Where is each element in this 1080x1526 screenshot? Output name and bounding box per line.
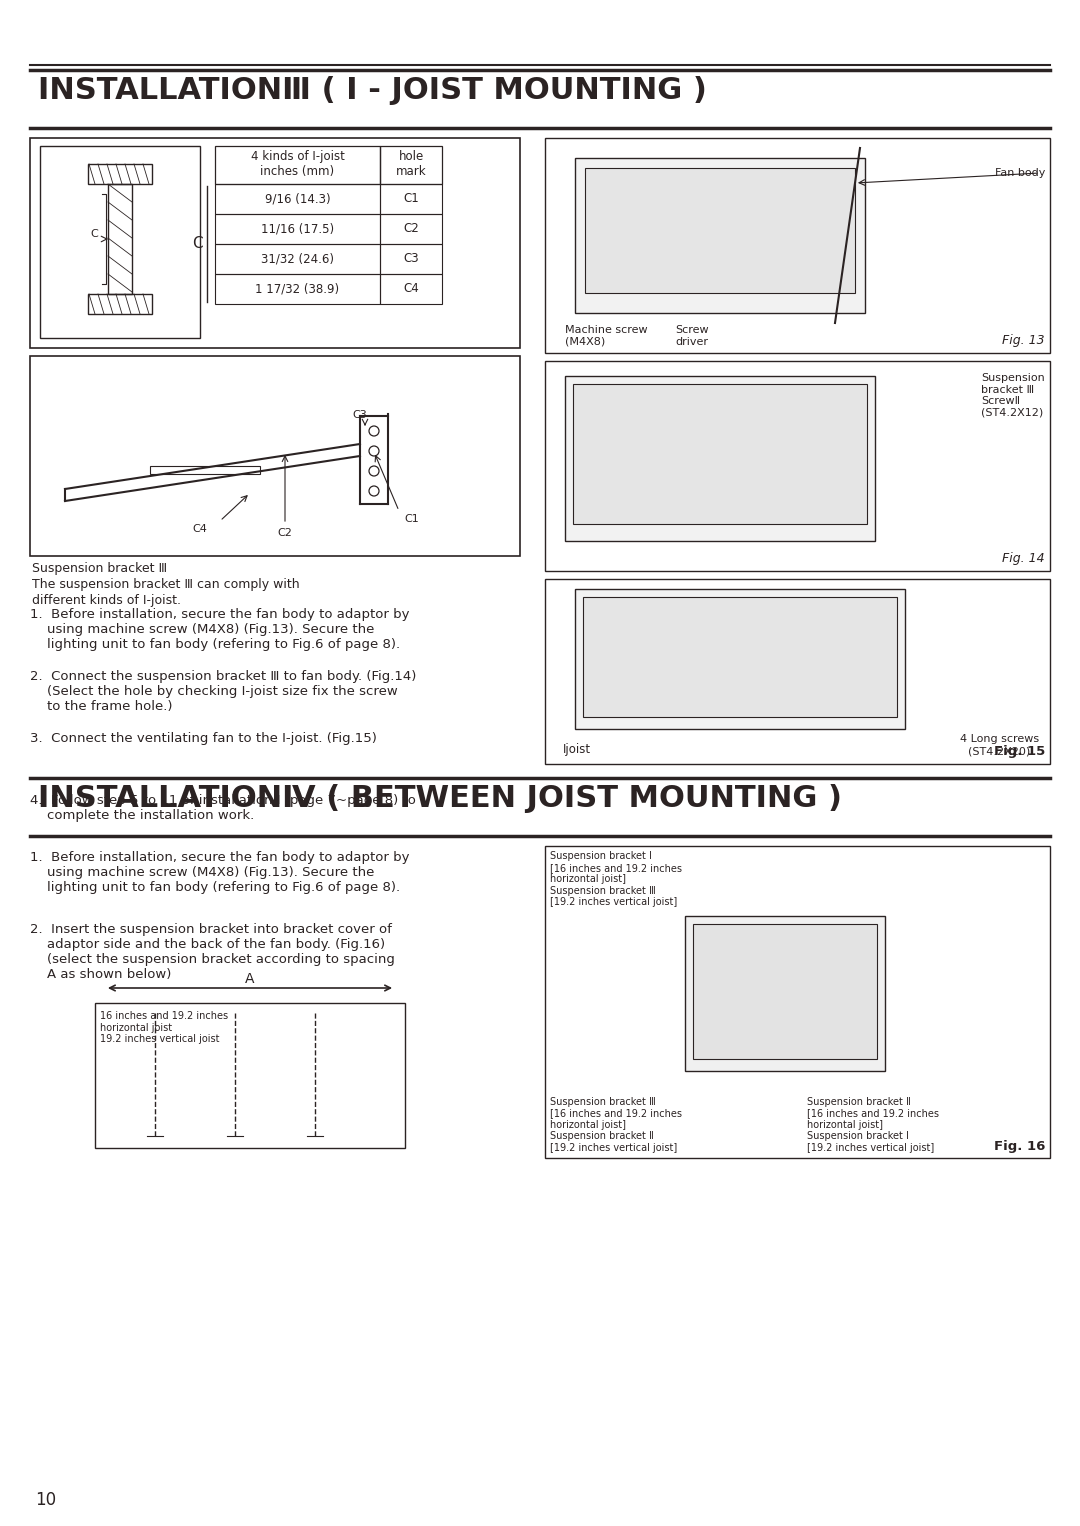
Text: different kinds of I-joist.: different kinds of I-joist. [32, 594, 181, 607]
Bar [380, 244, 442, 275]
Text: 2.  Connect the suspension bracket Ⅲ to fan body. (Fig.14)
    (Select the hole : 2. Connect the suspension bracket Ⅲ to f… [30, 670, 417, 713]
Text: 4 Long screws
(ST4.2X20): 4 Long screws (ST4.2X20) [960, 734, 1039, 755]
Text: 31/32 (24.6): 31/32 (24.6) [261, 252, 334, 266]
Text: 2.  Insert the suspension bracket into bracket cover of
    adaptor side and the: 2. Insert the suspension bracket into br… [30, 923, 395, 981]
Text: hole
mark: hole mark [395, 150, 427, 179]
Bar [30, 137, 519, 348]
Text: Suspension bracket Ⅱ
[16 inches and 19.2 inches
horizontal joist]
Suspension bra: Suspension bracket Ⅱ [16 inches and 19.2… [807, 1097, 939, 1154]
Bar [380, 275, 442, 304]
Text: Fig. 16: Fig. 16 [994, 1140, 1045, 1154]
Bar [95, 1003, 405, 1148]
Text: 1.  Before installation, secure the fan body to adaptor by
    using machine scr: 1. Before installation, secure the fan b… [30, 852, 409, 894]
Text: C3: C3 [353, 410, 367, 420]
Bar [545, 845, 1050, 1158]
Bar [87, 163, 152, 185]
Bar [575, 159, 865, 313]
Bar [150, 465, 260, 475]
Bar [380, 214, 442, 244]
Text: 9/16 (14.3): 9/16 (14.3) [265, 192, 330, 206]
Bar [215, 214, 380, 244]
Text: 1 17/32 (38.9): 1 17/32 (38.9) [256, 282, 339, 296]
Bar [215, 185, 380, 214]
Text: A: A [245, 972, 255, 986]
Bar [565, 375, 875, 542]
Text: 3.  Connect the ventilating fan to the I‐joist. (Fig.15): 3. Connect the ventilating fan to the I‐… [30, 732, 377, 745]
Bar [108, 185, 132, 295]
Bar [545, 362, 1050, 571]
Text: C: C [91, 229, 98, 240]
Text: Fig. 15: Fig. 15 [994, 745, 1045, 758]
Text: 1.  Before installation, secure the fan body to adaptor by
    using machine scr: 1. Before installation, secure the fan b… [30, 607, 409, 652]
Bar [215, 244, 380, 275]
Text: 11/16 (17.5): 11/16 (17.5) [261, 223, 334, 235]
Bar [545, 578, 1050, 765]
Text: Suspension bracket Ⅲ
[16 inches and 19.2 inches
horizontal joist]
Suspension bra: Suspension bracket Ⅲ [16 inches and 19.2… [550, 1097, 681, 1154]
Text: Machine screw
(M4X8): Machine screw (M4X8) [565, 325, 648, 346]
Text: Suspension
bracket Ⅲ
ScrewⅡ
(ST4.2X12): Suspension bracket Ⅲ ScrewⅡ (ST4.2X12) [982, 372, 1045, 418]
Text: 4.  Follow step 5 to 11 of installation I (page 7~page 8) to
    complete the in: 4. Follow step 5 to 11 of installation I… [30, 794, 416, 823]
Bar [30, 356, 519, 555]
Text: 10: 10 [35, 1491, 56, 1509]
Text: Fig. 14: Fig. 14 [1002, 552, 1045, 565]
Bar [693, 925, 877, 1059]
Text: Ijoist: Ijoist [563, 743, 591, 755]
Text: INSTALLATIONⅢ ( I - JOIST MOUNTING ): INSTALLATIONⅢ ( I - JOIST MOUNTING ) [38, 76, 707, 105]
Text: C1: C1 [403, 192, 419, 206]
Bar [583, 597, 897, 717]
Bar [575, 589, 905, 729]
Text: Fan body: Fan body [995, 168, 1045, 179]
Bar [545, 137, 1050, 353]
Text: C4: C4 [192, 523, 207, 534]
Text: INSTALLATIONⅣ ( BETWEEN JOIST MOUNTING ): INSTALLATIONⅣ ( BETWEEN JOIST MOUNTING ) [38, 784, 842, 813]
Text: 16 inches and 19.2 inches
horizontal joist
19.2 inches vertical joist: 16 inches and 19.2 inches horizontal joi… [100, 1012, 228, 1044]
Bar [87, 295, 152, 314]
Text: C2: C2 [278, 528, 293, 539]
Text: 4 kinds of I-joist
inches (mm): 4 kinds of I-joist inches (mm) [251, 150, 345, 179]
Text: C1: C1 [404, 514, 419, 523]
Bar [380, 146, 442, 185]
Text: C2: C2 [403, 223, 419, 235]
Text: C4: C4 [403, 282, 419, 296]
Bar [585, 168, 855, 293]
Bar [685, 916, 885, 1071]
Bar [573, 385, 867, 523]
Text: C3: C3 [403, 252, 419, 266]
Text: C: C [191, 237, 202, 252]
Text: The suspension bracket Ⅲ can comply with: The suspension bracket Ⅲ can comply with [32, 578, 299, 591]
Text: Suspension bracket I
[16 inches and 19.2 inches
horizontal joist]
Suspension bra: Suspension bracket I [16 inches and 19.2… [550, 852, 681, 908]
Text: Suspension bracket Ⅲ: Suspension bracket Ⅲ [32, 562, 167, 575]
Text: Fig. 13: Fig. 13 [1002, 334, 1045, 346]
Bar [40, 146, 200, 337]
Bar [215, 146, 380, 185]
Text: Screw
driver: Screw driver [675, 325, 708, 346]
Bar [380, 185, 442, 214]
Bar [215, 275, 380, 304]
